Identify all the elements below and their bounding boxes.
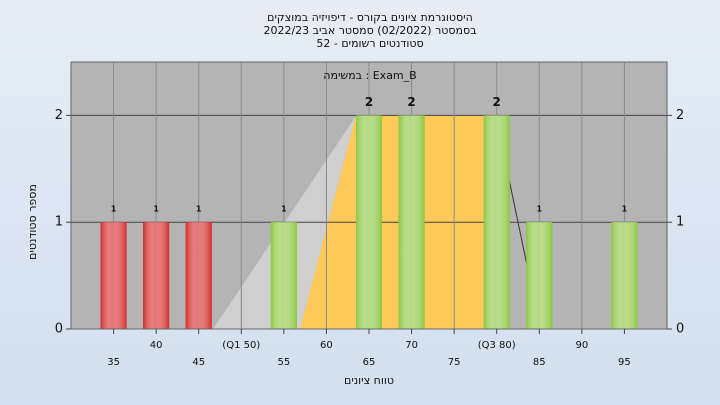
bar (611, 222, 638, 329)
data-label: 1 (622, 205, 628, 214)
x-tick-label: 90 (575, 340, 588, 351)
x-tick-label: 35 (107, 357, 120, 368)
data-label: 2 (493, 95, 501, 109)
x-axis-label: טווח ציונים (344, 374, 394, 387)
bar (483, 115, 510, 330)
x-tick-label: 95 (618, 357, 631, 368)
x-tick-label: 40 (150, 340, 163, 351)
x-tick-label: 45 (192, 357, 205, 368)
data-label: 1 (196, 205, 202, 214)
y2-tick-label: 2 (676, 108, 684, 123)
y2-tick-label: 1 (676, 215, 684, 230)
data-label: 1 (111, 205, 117, 214)
x-tick-label: 75 (448, 357, 461, 368)
annotation: במשימה : Exam_B (323, 69, 416, 82)
bar (356, 115, 382, 330)
x-tick-label: 85 (533, 357, 546, 368)
data-label: 1 (153, 205, 159, 214)
x-tick-label: 60 (320, 340, 333, 351)
bar (143, 222, 170, 329)
x-tick-label: 65 (363, 357, 376, 368)
bars (100, 115, 638, 330)
y2-tick-label: 0 (676, 322, 684, 337)
chart-title: בסמסטר (02/2022) סמסטר אביב 2022/23 (263, 24, 476, 37)
bar (398, 115, 425, 330)
x-tick-label: 70 (405, 340, 418, 351)
y-tick-label: 0 (55, 322, 63, 337)
chart-title: סטודנטים רשומים - 52 (316, 37, 423, 50)
x-tick-label: 55 (277, 357, 290, 368)
y-tick-label: 1 (55, 215, 63, 230)
y-tick-label: 2 (55, 108, 63, 123)
x-tick-label: (Q1 50) (222, 340, 260, 351)
bar (100, 222, 127, 329)
data-label: 2 (365, 95, 373, 109)
data-label: 2 (407, 95, 415, 109)
chart-title: היסטוגרמת ציונים בקורס - דיפויזיה במוצקי… (267, 11, 473, 24)
y-axis-label: מספר סטודנטים (26, 184, 39, 260)
bar (526, 222, 553, 329)
bar (185, 222, 212, 329)
x-tick-label: (Q3 80) (478, 340, 516, 351)
bar (270, 222, 297, 329)
data-label: 1 (281, 205, 287, 214)
data-label: 1 (536, 205, 542, 214)
